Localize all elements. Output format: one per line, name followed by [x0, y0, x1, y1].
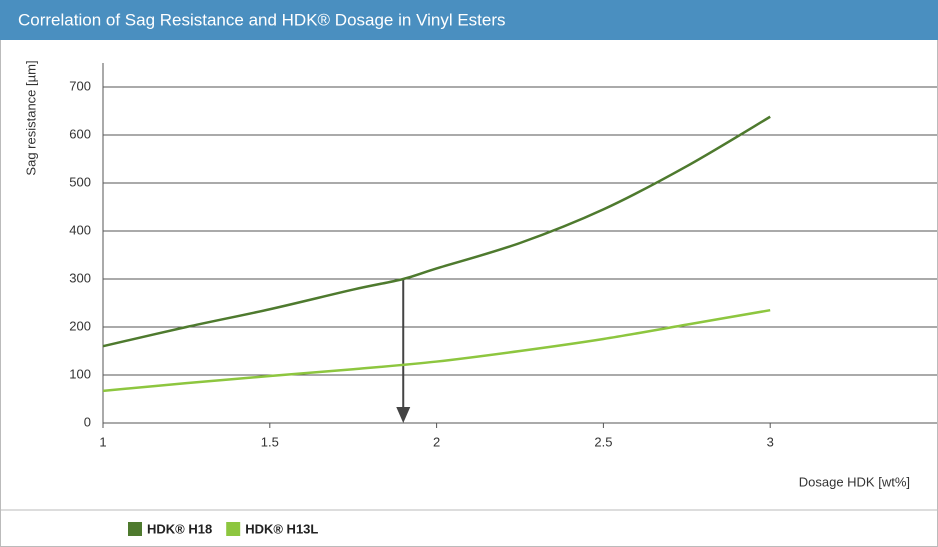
x-tick-label: 1 [99, 434, 106, 449]
x-tick-label: 2.5 [594, 434, 612, 449]
legend-label: HDK® H13L [245, 521, 318, 536]
series-line [102, 115, 771, 348]
y-tick-label: 600 [69, 126, 91, 141]
y-tick-label: 100 [69, 366, 91, 381]
x-tick-label: 1.5 [261, 434, 279, 449]
y-tick-label: 400 [69, 222, 91, 237]
series-line [102, 308, 771, 393]
y-axis-label: Sag resistance [µm] [23, 60, 38, 175]
legend-swatch [226, 522, 241, 536]
legend-label: HDK® H18 [147, 521, 212, 536]
x-axis-label: Dosage HDK [wt%] [799, 474, 910, 489]
chart-title: Correlation of Sag Resistance and HDK® D… [18, 10, 506, 29]
x-tick-label: 3 [767, 434, 774, 449]
x-tick-label: 2 [433, 434, 440, 449]
y-tick-label: 200 [69, 318, 91, 333]
title-bar [0, 0, 938, 40]
y-tick-label: 700 [69, 78, 91, 93]
y-tick-label: 0 [84, 414, 91, 429]
y-tick-label: 300 [69, 270, 91, 285]
legend-swatch [128, 522, 142, 536]
arrow-head [396, 407, 411, 423]
y-tick-label: 500 [69, 174, 91, 189]
